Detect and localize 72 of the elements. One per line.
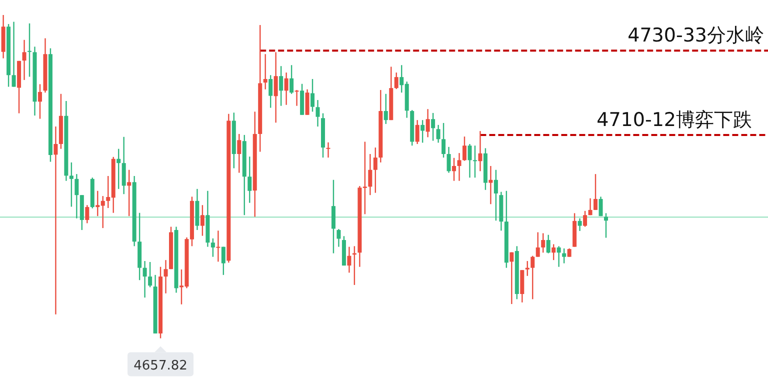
candlestick <box>263 54 268 90</box>
candlestick <box>541 232 546 254</box>
candlestick <box>248 156 252 204</box>
candlestick <box>216 230 220 262</box>
candlestick <box>583 210 588 228</box>
candlestick <box>122 136 126 195</box>
ref-line-label: 4710-12博弈下跌 <box>596 108 752 131</box>
candlestick <box>142 260 147 298</box>
candlestick <box>38 84 42 120</box>
candlestick <box>284 72 288 106</box>
candlestick <box>310 78 315 112</box>
candlestick <box>536 232 540 258</box>
text: 4657.82 <box>134 358 188 374</box>
candlestick <box>436 124 440 144</box>
candlestick <box>442 122 446 158</box>
candlestick <box>331 179 336 254</box>
candlestick <box>384 93 388 125</box>
candlestick <box>164 259 168 294</box>
candlestick <box>457 152 462 182</box>
candlestick <box>594 173 598 211</box>
candlestick <box>556 246 561 268</box>
candlestick <box>452 157 456 182</box>
candlestick <box>394 72 398 90</box>
candlestick <box>116 148 121 190</box>
candlestick <box>268 74 273 108</box>
candlestick <box>326 142 330 158</box>
candlestick <box>578 218 582 232</box>
candlestick <box>488 165 493 205</box>
candlestick <box>221 246 226 276</box>
candlestick <box>510 252 514 305</box>
candlestick <box>22 39 26 81</box>
candlestick <box>478 130 482 172</box>
candlestick <box>290 64 294 94</box>
candlestick <box>415 119 420 145</box>
candlestick <box>462 136 466 162</box>
candlestick <box>431 112 436 142</box>
candlestick <box>279 65 284 106</box>
candlestick <box>468 143 472 178</box>
candlestick <box>210 238 215 258</box>
candlestick <box>85 204 90 224</box>
candlestick <box>520 269 524 304</box>
candlestick <box>494 169 498 222</box>
candlestick <box>588 198 592 216</box>
candlestick <box>373 146 378 194</box>
candlestick <box>200 204 204 236</box>
candlestick <box>54 126 58 315</box>
candlestick <box>148 261 152 288</box>
candlestick <box>294 89 299 106</box>
candlestick <box>525 260 530 277</box>
candlestick <box>12 21 16 88</box>
ref-line-label: 4730-33分水岭 <box>628 24 764 47</box>
candlestick <box>127 169 132 217</box>
candlestick <box>598 196 603 217</box>
candlestick <box>604 212 608 238</box>
candlestick <box>237 133 242 174</box>
candlestick <box>546 234 550 254</box>
candlestick <box>472 145 477 178</box>
candlestick <box>69 162 74 208</box>
candlestick <box>420 119 425 144</box>
candlestick <box>347 246 352 274</box>
candlestick <box>74 173 79 219</box>
candlestick <box>336 228 341 248</box>
candlestick <box>426 108 430 138</box>
candlestick <box>316 99 320 128</box>
candlestick <box>446 146 451 174</box>
candlestick <box>562 248 566 264</box>
candlestick <box>274 52 278 124</box>
candlestick <box>530 255 535 300</box>
candlestick <box>28 22 32 78</box>
candlestick <box>368 153 372 196</box>
candlestick <box>305 88 310 116</box>
candlestick <box>552 244 556 261</box>
